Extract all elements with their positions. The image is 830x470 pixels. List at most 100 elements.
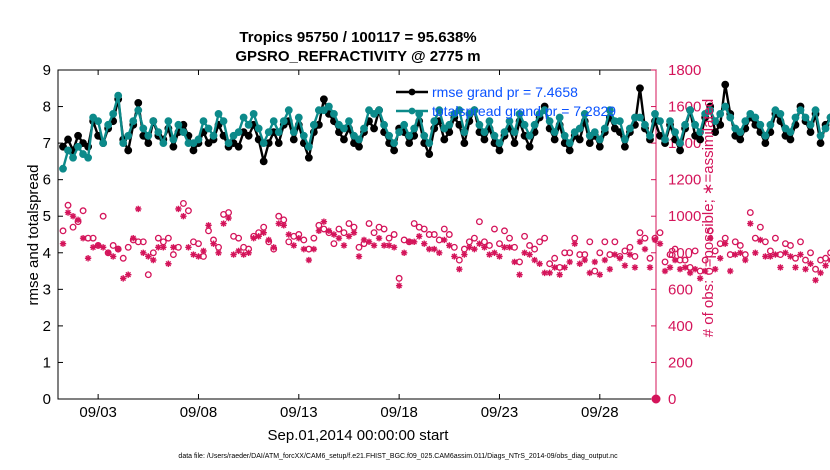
y-axis-label-right: # of obs: o=possible; ∗=assimilated [700,99,717,338]
x-axis-label: Sep.01,2014 00:00:00 start [268,427,450,444]
obs-assimilated-point [64,209,72,216]
rmse-point [74,131,82,140]
obs-possible-point [496,240,503,248]
obs-assimilated-point [787,253,794,260]
rmse-point [711,128,720,137]
obs-assimilated-point [641,245,649,253]
obs-assimilated-point [767,253,774,260]
totalspread-point [84,153,93,162]
obs-assimilated-point [59,240,67,247]
obs-assimilated-point [390,244,398,251]
obs-assimilated-point [160,244,167,251]
obs-assimilated-point [802,266,809,273]
totalspread-point [500,128,509,137]
totalspread-point [646,131,654,140]
obs-possible-point [59,227,67,235]
totalspread-point [626,124,634,133]
obs-possible-point [491,225,498,233]
obs-assimilated-point [245,249,252,256]
obs-assimilated-point [350,229,358,236]
obs-assimilated-point [170,244,177,251]
totalspread-point [299,131,308,140]
obs-assimilated-point [822,262,829,269]
rmse-point [736,135,745,144]
obs-assimilated-point [300,245,308,253]
totalspread-point [219,117,228,126]
obs-assimilated-point [426,245,433,253]
totalspread-point [360,124,368,133]
totalspread-point [620,135,629,144]
obs-assimilated-point [576,260,583,267]
totalspread-point [340,124,348,133]
obs-possible-point [681,256,689,264]
obs-possible-point [771,234,779,242]
obs-possible-point [235,234,243,242]
obs-possible-point [746,209,754,217]
obs-assimilated-point [200,247,207,255]
data-file-footer: data file: /Users/raeder/DAI/ATM_forcXX/… [178,453,618,460]
obs-assimilated-point [120,275,127,282]
totalspread-point [751,113,760,122]
obs-assimilated-point [115,245,122,253]
totalspread-point [144,131,153,140]
obs-assimilated-point [561,264,568,271]
totalspread-point [174,120,183,129]
obs-assimilated-point [531,256,538,264]
obs-possible-point [119,254,127,262]
totalspread-point [540,106,549,115]
obs-assimilated-point [772,251,779,258]
totalspread-point [600,124,609,133]
obs-assimilated-point [666,264,674,271]
totalspread-point [204,124,213,133]
obs-possible-point [330,240,338,248]
totalspread-point [259,139,268,148]
rmse-point [124,146,133,155]
totalspread-point [375,106,383,115]
obs-possible-point [475,218,483,226]
totalspread-point [420,131,429,140]
totalspread-point [580,109,589,118]
obs-possible-point [335,225,343,233]
obs-possible-point [345,220,353,227]
obs-assimilated-point [205,222,212,229]
obs-assimilated-point [782,249,789,256]
obs-possible-point [827,249,830,257]
obs-possible-point [144,271,152,279]
obs-assimilated-point [410,238,418,246]
totalspread-point [445,120,454,129]
totalspread-point [791,113,800,122]
obs-assimilated-point [405,238,413,246]
obs-possible-point [79,207,87,215]
obs-possible-point [521,232,529,240]
obs-assimilated-point [681,264,689,271]
rmse-point [340,135,348,144]
rmse-point [510,139,519,148]
totalspread-point [756,120,765,129]
y-tick-label-left: 2 [43,318,51,335]
totalspread-point [325,102,333,111]
rmse-point [575,135,584,144]
obs-assimilated-point [496,253,503,260]
obs-possible-point [586,238,594,246]
rmse-point [761,139,770,148]
totalspread-point [234,128,243,137]
totalspread-point [330,109,338,118]
obs-possible-point [526,242,534,249]
rmse-point [480,135,489,144]
obs-possible-point [109,242,117,249]
y-tick-label-left: 4 [43,245,51,262]
rmse-point [525,142,534,151]
totalspread-point [410,124,419,133]
obs-possible-point [355,243,363,251]
totalspread-point [671,128,679,137]
totalspread-point [124,131,133,140]
obs-assimilated-point [551,264,558,271]
obs-assimilated-point [240,251,247,258]
totalspread-point [505,117,514,126]
obs-possible-point [380,225,388,233]
obs-assimilated-point [696,275,704,282]
obs-possible-point [445,231,453,238]
obs-possible-point [154,234,162,242]
obs-assimilated-point [210,240,217,247]
